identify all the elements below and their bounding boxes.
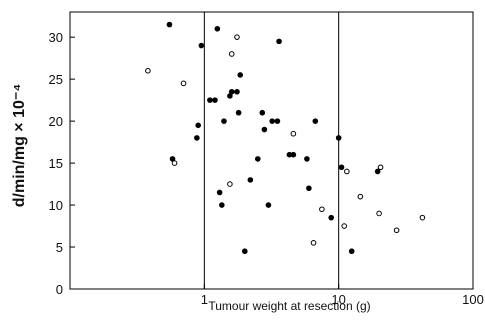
- data-point-filled: [335, 135, 342, 141]
- data-point-open: [234, 34, 240, 40]
- data-points: [145, 21, 426, 255]
- y-axis-label: d/min/mg × 10⁻⁴: [11, 84, 28, 208]
- data-point-filled: [227, 93, 233, 99]
- data-point-filled: [265, 202, 272, 208]
- y-tick-label: 25: [49, 72, 63, 87]
- x-axis-label: Tumour weight at resection (g): [208, 299, 370, 313]
- data-point-filled: [221, 118, 227, 124]
- data-point-open: [344, 168, 350, 175]
- y-tick-label: 5: [56, 240, 63, 255]
- data-point-filled: [166, 21, 173, 28]
- x-tick-label: 1: [201, 292, 208, 307]
- y-tick-label: 30: [49, 30, 63, 45]
- y-tick-label: 0: [56, 282, 63, 297]
- data-point-open: [145, 67, 151, 74]
- x-tick-label: 100: [462, 292, 484, 307]
- y-axis: 0 5 10 15 20 25 30: [49, 30, 75, 297]
- data-point-filled: [259, 109, 266, 116]
- data-point-open: [310, 240, 317, 246]
- data-point-filled: [216, 189, 223, 196]
- data-point-filled: [241, 248, 248, 255]
- data-point-open: [319, 206, 325, 213]
- data-point-filled: [234, 88, 240, 95]
- data-point-filled: [276, 38, 282, 45]
- data-point-filled: [290, 151, 297, 158]
- y-tick-label: 20: [49, 114, 63, 129]
- data-point-filled: [219, 202, 225, 208]
- data-point-open: [357, 193, 364, 200]
- data-point-filled: [274, 118, 281, 124]
- data-point-filled: [312, 118, 319, 124]
- data-point-filled: [212, 97, 218, 103]
- vertical-reference-lines: [203, 12, 340, 289]
- data-point-filled: [286, 151, 293, 158]
- data-point-open: [290, 130, 297, 137]
- data-point-filled: [198, 42, 205, 49]
- data-point-open: [227, 181, 233, 187]
- data-point-filled: [269, 118, 275, 124]
- data-point-open: [419, 214, 426, 221]
- data-point-filled: [207, 97, 213, 103]
- data-point-filled: [194, 135, 200, 141]
- data-point-open: [341, 223, 348, 229]
- data-point-filled: [237, 72, 244, 78]
- data-point-filled: [306, 185, 312, 192]
- data-point-filled: [328, 214, 335, 221]
- data-point-open: [180, 80, 187, 87]
- data-point-filled: [261, 126, 268, 133]
- data-point-open: [376, 210, 382, 217]
- x-axis: 1 10 100: [201, 284, 484, 307]
- data-point-filled: [247, 177, 254, 183]
- data-point-filled: [338, 164, 345, 171]
- data-point-filled: [348, 248, 355, 255]
- data-point-filled: [214, 25, 221, 32]
- data-point-filled: [228, 88, 235, 95]
- y-tick-label: 10: [49, 198, 63, 213]
- data-point-filled: [195, 122, 201, 129]
- data-point-open: [393, 227, 400, 234]
- data-point-open: [171, 160, 178, 166]
- data-point-filled: [169, 156, 176, 162]
- data-point-filled: [235, 109, 242, 116]
- data-point-filled: [254, 156, 261, 162]
- data-point-filled: [374, 168, 381, 175]
- y-tick-label: 15: [49, 156, 63, 171]
- plot-frame: [69, 11, 474, 290]
- data-point-open: [228, 51, 235, 57]
- x-tick-label: 10: [331, 292, 345, 307]
- data-point-filled: [304, 156, 310, 162]
- data-point-open: [377, 164, 384, 171]
